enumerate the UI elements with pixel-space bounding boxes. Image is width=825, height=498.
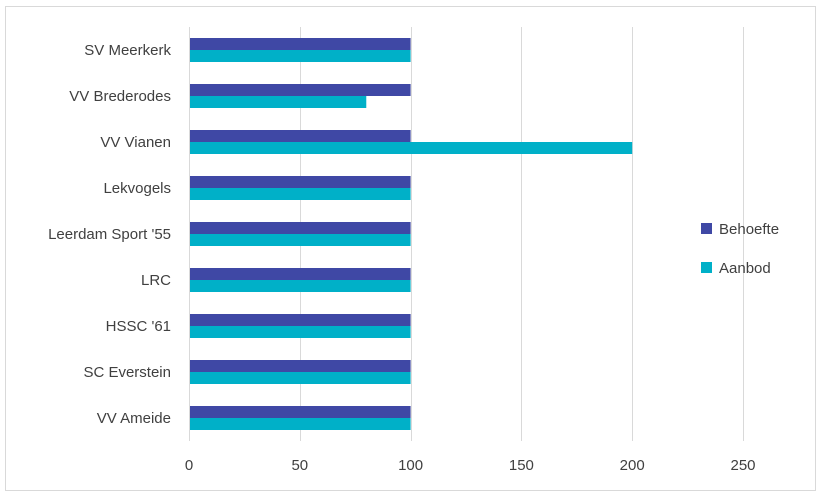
category-label: VV Brederodes xyxy=(69,88,171,105)
bar-aanbod xyxy=(189,142,633,154)
x-tick-labels: 0 50 100 150 200 250 xyxy=(185,457,756,474)
legend: Behoefte Aanbod xyxy=(701,221,779,277)
category-label: VV Vianen xyxy=(100,134,171,151)
bar-behoefte xyxy=(189,38,411,50)
category-label: SV Meerkerk xyxy=(84,42,171,59)
bars xyxy=(189,38,633,430)
bar-aanbod xyxy=(189,326,411,338)
bar-aanbod xyxy=(189,280,411,292)
x-tick-label: 200 xyxy=(620,457,645,474)
bar-behoefte xyxy=(189,176,411,188)
category-label: HSSC '61 xyxy=(106,318,171,335)
bar-behoefte xyxy=(189,130,411,142)
legend-swatch-behoefte xyxy=(701,223,712,234)
x-tick-label: 100 xyxy=(398,457,423,474)
x-tick-label: 150 xyxy=(509,457,534,474)
category-label: LRC xyxy=(141,272,171,289)
bar-aanbod xyxy=(189,188,411,200)
x-tick-label: 250 xyxy=(730,457,755,474)
bar-aanbod xyxy=(189,50,411,62)
bar-behoefte xyxy=(189,314,411,326)
bar-aanbod xyxy=(189,96,367,108)
legend-swatch-aanbod xyxy=(701,262,712,273)
category-label: SC Everstein xyxy=(83,364,171,381)
category-label: Lekvogels xyxy=(103,180,171,197)
bar-aanbod xyxy=(189,372,411,384)
category-label: Leerdam Sport '55 xyxy=(48,226,171,243)
bar-aanbod xyxy=(189,418,411,430)
legend-label-aanbod: Aanbod xyxy=(719,260,771,277)
category-labels: SV Meerkerk VV Brederodes VV Vianen Lekvoge… xyxy=(48,42,171,427)
x-tick-label: 0 xyxy=(185,457,193,474)
bar-aanbod xyxy=(189,234,411,246)
bar-behoefte xyxy=(189,84,411,96)
bar-behoefte xyxy=(189,268,411,280)
legend-label-behoefte: Behoefte xyxy=(719,221,779,238)
category-label: VV Ameide xyxy=(97,410,171,427)
bar-behoefte xyxy=(189,406,411,418)
bar-behoefte xyxy=(189,222,411,234)
bar-behoefte xyxy=(189,360,411,372)
x-tick-label: 50 xyxy=(291,457,308,474)
